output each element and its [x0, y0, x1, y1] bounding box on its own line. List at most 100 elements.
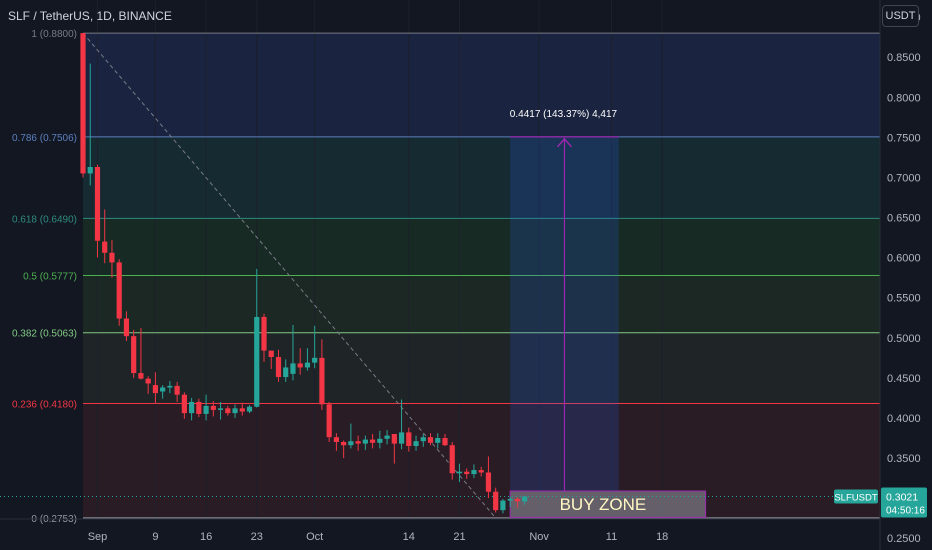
candle-body	[319, 357, 325, 405]
candle-body	[413, 441, 419, 447]
price-axis-tick-label: 0.6500	[887, 213, 921, 225]
candle-body	[246, 406, 253, 412]
time-axis-tick-label: Sep	[88, 531, 108, 543]
time-axis-tick-label: 21	[453, 531, 465, 543]
candle-body	[268, 350, 274, 358]
candle-body	[370, 439, 376, 443]
candle-body	[217, 408, 224, 410]
price-axis-panel	[880, 0, 932, 550]
candle-body	[254, 316, 260, 407]
candle-body	[174, 385, 180, 395]
price-tag-value: 0.3021	[886, 491, 918, 503]
candle-body	[442, 437, 448, 446]
price-axis-tick-label: 0.2500	[887, 533, 921, 545]
candle-body	[362, 439, 368, 444]
fib-level-label: 0.5 (0.5777)	[23, 271, 77, 282]
currency-button[interactable]: USDT	[882, 5, 919, 27]
candle-body	[391, 433, 397, 444]
fib-band	[83, 332, 880, 404]
candle-body	[203, 405, 209, 414]
candle-body	[456, 471, 463, 474]
price-axis-tick-label: 0.8500	[887, 52, 921, 64]
candle-body	[312, 357, 318, 363]
candle-body	[232, 408, 238, 414]
candle-body	[181, 394, 187, 414]
symbol-tag-label: SLFUSDT	[834, 492, 877, 503]
time-axis-tick-label: 16	[200, 531, 212, 543]
candle-body	[464, 471, 470, 475]
chart-title: SLF / TetherUS, 1D, BINANCE	[8, 9, 172, 23]
candle-body	[145, 378, 151, 384]
candle-body	[355, 441, 361, 444]
candle-body	[275, 357, 282, 378]
candle-body	[471, 470, 477, 475]
price-tag-countdown: 04:50:16	[886, 505, 925, 516]
candle-body	[514, 498, 520, 502]
candle-body	[131, 336, 137, 374]
candle-body	[522, 496, 528, 502]
candle-body	[123, 318, 130, 337]
candle-body	[80, 33, 86, 174]
candle-body	[420, 437, 426, 442]
trend-line	[82, 32, 497, 519]
candle-body	[377, 438, 383, 443]
buy-zone-label: BUY ZONE	[560, 495, 647, 514]
candle-body	[507, 498, 513, 501]
time-axis-tick-label: Nov	[529, 531, 549, 543]
candle-body	[341, 442, 347, 446]
buy-zone-box	[509, 490, 707, 518]
candle-body	[297, 363, 303, 368]
candle-body	[290, 363, 296, 374]
time-axis-tick-label: 18	[656, 531, 668, 543]
candle-body	[449, 445, 455, 474]
candle-body	[138, 373, 144, 379]
candle-body	[210, 405, 216, 410]
price-axis-tick-label: 0.6000	[887, 253, 921, 265]
fib-level-label: 0.786 (0.7506)	[12, 133, 77, 144]
price-axis-tick-label: 0.4500	[887, 373, 921, 385]
fib-band	[83, 275, 880, 333]
candle-body	[326, 404, 332, 438]
time-axis-tick-label: Oct	[306, 531, 323, 543]
candle-body	[384, 435, 390, 439]
measure-arrow-head	[556, 137, 572, 148]
fib-band	[83, 136, 880, 219]
price-axis-tick-label: 0.7500	[887, 132, 921, 144]
time-axis-tick-label: 9	[152, 531, 158, 543]
fib-level-label: 0.382 (0.5063)	[12, 329, 77, 340]
fib-level-label: 0.618 (0.6490)	[12, 214, 77, 225]
price-axis-tick-label: 0.4000	[887, 413, 921, 425]
candle-body	[102, 241, 108, 253]
time-axis-tick-label: 11	[606, 531, 617, 543]
price-axis-tick-label: 0.3500	[887, 453, 921, 465]
price-axis-tick-label: 0.7000	[887, 172, 921, 184]
price-tag	[881, 487, 927, 518]
candle-body	[478, 470, 484, 473]
candle-body	[304, 362, 311, 368]
candle-body	[196, 401, 202, 414]
time-axis-tick-label: 14	[403, 531, 415, 543]
fib-band	[83, 218, 880, 276]
candle-body	[435, 437, 441, 443]
candle-body	[398, 432, 405, 444]
candle-body	[427, 437, 434, 443]
fib-band	[83, 403, 880, 518]
fib-level-label: 0.236 (0.4180)	[12, 400, 77, 411]
candle-body	[493, 491, 499, 511]
candle-body	[406, 432, 412, 447]
price-axis-tick-label: 0.5000	[887, 333, 921, 345]
candle-body	[225, 408, 231, 414]
candle-body	[87, 167, 93, 174]
candle-body	[485, 472, 492, 492]
candle-body	[94, 167, 101, 241]
fib-band	[83, 33, 880, 137]
candle-body	[239, 408, 245, 412]
measure-label: 0.4417 (143.37%) 4,417	[510, 109, 618, 120]
candle-body	[500, 500, 506, 511]
time-axis-tick-label: 23	[251, 531, 263, 543]
candle-body	[348, 441, 354, 446]
candle-body	[283, 367, 289, 378]
candle-body	[160, 387, 166, 392]
